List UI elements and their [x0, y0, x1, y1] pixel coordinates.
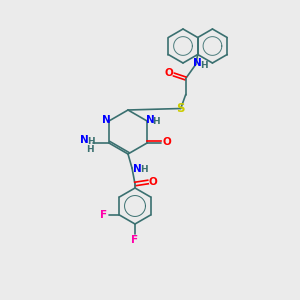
Text: S: S: [176, 102, 185, 115]
Text: F: F: [131, 235, 139, 245]
Text: H: H: [86, 145, 94, 154]
Text: H: H: [200, 61, 208, 70]
Text: O: O: [148, 177, 158, 187]
Text: N: N: [193, 58, 202, 68]
Text: H: H: [87, 137, 95, 146]
Text: F: F: [100, 210, 107, 220]
Text: O: O: [163, 137, 171, 147]
Text: N: N: [102, 115, 110, 125]
Text: H: H: [152, 118, 160, 127]
Text: H: H: [140, 164, 148, 173]
Text: N: N: [146, 115, 154, 125]
Text: N: N: [133, 164, 141, 174]
Text: N: N: [80, 135, 88, 145]
Text: O: O: [164, 68, 173, 79]
